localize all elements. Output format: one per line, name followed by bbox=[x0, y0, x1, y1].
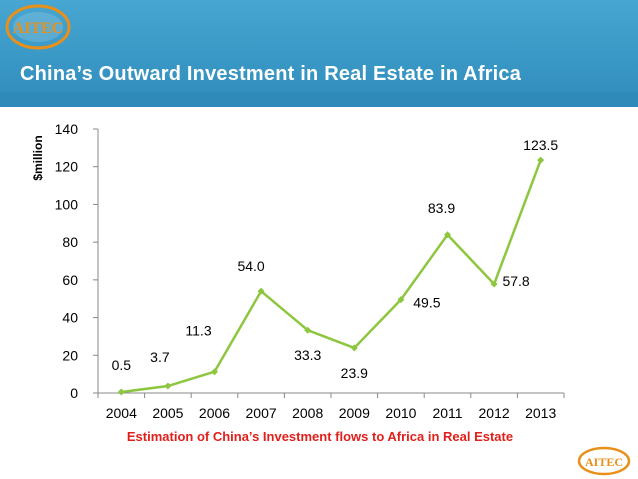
x-tick-label: 2005 bbox=[152, 405, 183, 421]
series-line bbox=[117, 156, 545, 396]
data-label: 11.3 bbox=[185, 323, 211, 339]
x-tick-label: 2007 bbox=[246, 405, 277, 421]
data-point-marker bbox=[304, 326, 312, 334]
x-tick-label: 2008 bbox=[292, 405, 323, 421]
y-tick-label: 80 bbox=[62, 234, 78, 250]
x-tick-label: 2010 bbox=[385, 405, 416, 421]
aitec-logo-small: AITEC bbox=[577, 446, 631, 476]
data-point-marker bbox=[350, 344, 358, 352]
data-point-marker bbox=[490, 280, 498, 288]
x-tick-label: 2012 bbox=[479, 405, 510, 421]
series-polyline bbox=[121, 159, 542, 394]
y-axis-label: $million bbox=[31, 135, 45, 180]
x-tick-label: 2004 bbox=[106, 405, 137, 421]
data-label: 33.3 bbox=[294, 347, 321, 363]
data-point-marker bbox=[444, 231, 451, 239]
slide-title: China’s Outward Investment in Real Estat… bbox=[20, 63, 522, 85]
data-label: 23.9 bbox=[341, 365, 368, 381]
data-point-marker bbox=[164, 382, 172, 390]
chart-caption: Estimation of China’s Investment flows t… bbox=[126, 429, 514, 444]
banner-stripe bbox=[0, 92, 638, 107]
y-tick-label: 0 bbox=[70, 385, 78, 401]
y-tick-label: 40 bbox=[62, 310, 78, 326]
data-point-marker bbox=[257, 287, 265, 295]
data-labels: 0.5 3.7 11.3 54.0 33.3 23.9 49.5 83.9 57.8 123.5 bbox=[112, 137, 559, 381]
x-tick-label: 2009 bbox=[339, 405, 370, 421]
title-banner bbox=[0, 0, 638, 107]
y-tick-label: 120 bbox=[55, 159, 79, 175]
data-point-marker bbox=[537, 156, 545, 164]
data-label: 54.0 bbox=[237, 258, 264, 274]
x-tick-label: 2011 bbox=[432, 405, 462, 421]
data-point-marker bbox=[211, 368, 218, 376]
data-point-marker bbox=[117, 388, 125, 396]
data-label: 123.5 bbox=[523, 137, 558, 153]
y-axis: 0 20 40 60 80 100 120 140 bbox=[55, 121, 99, 401]
data-label: 83.9 bbox=[428, 200, 455, 216]
data-label: 0.5 bbox=[112, 357, 132, 373]
data-label: 57.8 bbox=[502, 273, 529, 289]
data-label: 3.7 bbox=[150, 349, 170, 365]
y-tick-label: 140 bbox=[55, 121, 79, 137]
x-axis: 2004 2005 2006 2007 2008 2009 2010 2011 2012 2013 bbox=[97, 392, 565, 421]
data-point-marker bbox=[397, 296, 405, 304]
aitec-logo: AITEC bbox=[5, 4, 71, 50]
data-label: 49.5 bbox=[413, 295, 440, 311]
x-tick-label: 2013 bbox=[525, 405, 556, 421]
x-tick-label: 2006 bbox=[199, 405, 230, 421]
aitec-logo-small-text: AITEC bbox=[585, 455, 623, 469]
y-tick-label: 20 bbox=[62, 347, 78, 363]
aitec-logo-text: AITEC bbox=[13, 20, 64, 37]
y-tick-label: 100 bbox=[55, 196, 79, 212]
y-tick-label: 60 bbox=[62, 272, 78, 288]
